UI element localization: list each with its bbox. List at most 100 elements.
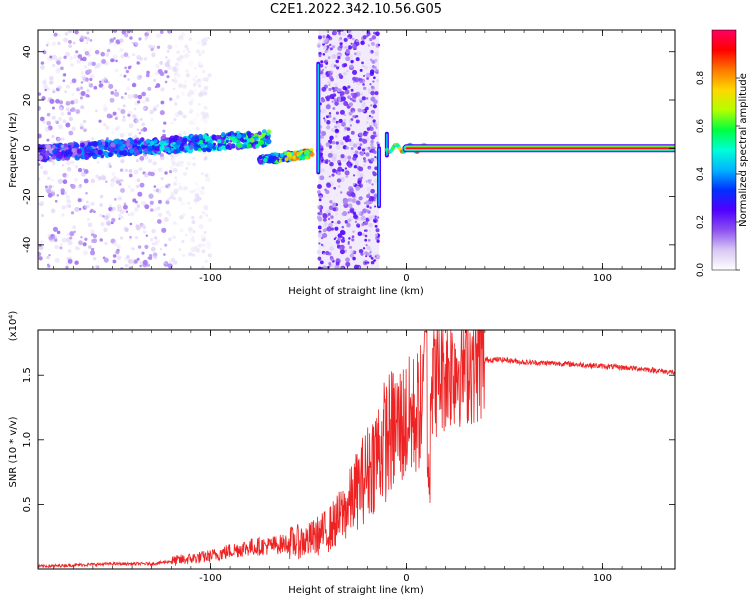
track-dot xyxy=(126,139,131,144)
band-dot xyxy=(347,242,350,245)
noise-dot xyxy=(191,253,196,257)
band-dot xyxy=(360,151,365,156)
band-dot xyxy=(355,119,360,124)
band-dot xyxy=(330,166,334,170)
noise-dot xyxy=(40,240,44,244)
band-dot xyxy=(335,128,339,133)
track-dot xyxy=(198,133,204,140)
band-dot xyxy=(366,77,369,80)
colorbar-tick-label: 0.4 xyxy=(696,167,706,182)
band-dot xyxy=(347,155,352,160)
noise-dot xyxy=(124,263,129,268)
band-dot xyxy=(362,102,366,105)
band-dot xyxy=(374,51,380,56)
noise-dot xyxy=(129,258,134,263)
noise-dot xyxy=(110,182,115,188)
band-dot xyxy=(377,143,380,147)
track-dot xyxy=(92,141,99,147)
band-dot xyxy=(332,107,336,110)
noise-dot xyxy=(127,113,131,117)
band-dot xyxy=(348,111,353,116)
track-dot xyxy=(97,150,102,154)
noise-dot xyxy=(52,63,56,68)
band-dot xyxy=(369,249,372,252)
track-dot xyxy=(236,142,243,149)
band-dot xyxy=(362,247,366,250)
noise-dot xyxy=(188,60,194,67)
noise-dot xyxy=(46,263,50,267)
noise-dot xyxy=(50,80,54,85)
band-dot xyxy=(342,199,348,205)
band-dot xyxy=(368,192,371,195)
noise-dot xyxy=(201,42,205,47)
band-dot xyxy=(334,226,339,231)
band-dot xyxy=(370,139,374,144)
noise-dot xyxy=(174,176,178,179)
band-dot xyxy=(350,150,354,154)
band-dot xyxy=(331,173,335,177)
track-dot xyxy=(108,152,113,158)
noise-dot xyxy=(157,167,163,173)
noise-dot xyxy=(131,82,137,88)
noise-dot xyxy=(49,98,55,104)
band-dot xyxy=(355,185,361,191)
noise-dot xyxy=(201,249,206,254)
noise-dot xyxy=(99,213,103,217)
noise-dot xyxy=(198,224,204,230)
track-dot xyxy=(253,136,258,140)
noise-dot xyxy=(136,204,141,208)
noise-dot xyxy=(145,234,149,237)
noise-dot xyxy=(143,226,147,230)
band-dot xyxy=(348,102,354,107)
band-dot xyxy=(363,202,366,205)
noise-dot xyxy=(113,37,116,40)
noise-dot xyxy=(79,35,85,41)
track-dot xyxy=(86,148,91,152)
band-dot xyxy=(338,118,343,123)
noise-dot xyxy=(44,185,48,189)
noise-dot xyxy=(40,116,45,122)
noise-dot xyxy=(194,202,197,206)
snr-multiplier: (x10⁴) xyxy=(8,311,19,342)
noise-dot xyxy=(63,191,68,195)
noise-dot xyxy=(87,69,92,74)
band-dot xyxy=(376,239,380,243)
noise-dot xyxy=(111,217,116,223)
noise-dot xyxy=(160,87,165,92)
noise-dot xyxy=(87,62,92,67)
noise-dot xyxy=(66,166,72,172)
noise-dot xyxy=(132,53,136,57)
noise-dot xyxy=(85,200,89,204)
band-dot xyxy=(323,223,328,228)
spectrogram-panel: -100 0 100 -40 -20 0 20 40 Height of straight l… xyxy=(8,29,676,297)
band-dot xyxy=(349,97,353,101)
band-dot xyxy=(375,126,378,129)
noise-dot xyxy=(112,30,118,33)
band-dot xyxy=(346,191,351,196)
noise-dot xyxy=(114,68,119,73)
noise-dot xyxy=(90,178,96,184)
band-dot xyxy=(362,35,367,40)
band-dot xyxy=(327,266,330,269)
band-dot xyxy=(370,260,375,265)
noise-dot xyxy=(63,73,67,77)
track-dot xyxy=(125,141,131,147)
noise-dot xyxy=(152,161,157,166)
noise-dot xyxy=(170,191,176,197)
noise-dot xyxy=(154,256,158,260)
noise-dot xyxy=(68,116,74,122)
noise-dot xyxy=(145,174,149,178)
band-dot xyxy=(355,41,360,46)
noise-dot xyxy=(112,54,118,60)
noise-dot xyxy=(206,244,212,250)
noise-dot xyxy=(126,254,130,259)
track-dot xyxy=(246,143,252,149)
x-tick-label: 0 xyxy=(403,573,409,584)
noise-dot xyxy=(173,182,177,186)
noise-dot xyxy=(134,41,139,46)
noise-dot xyxy=(144,204,150,210)
noise-dot xyxy=(86,217,90,221)
noise-dot xyxy=(119,168,124,172)
noise-dot xyxy=(197,84,202,88)
noise-dot xyxy=(65,160,71,166)
